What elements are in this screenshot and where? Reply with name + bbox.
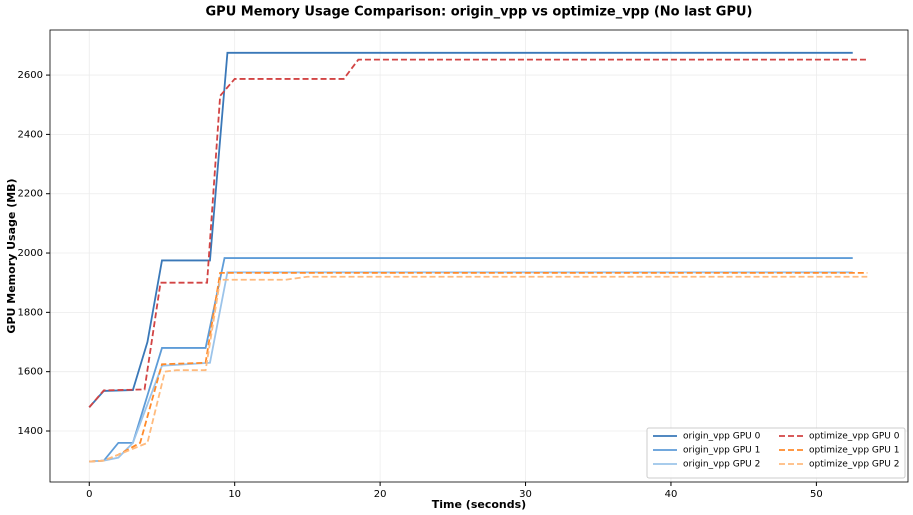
legend-label: optimize_vpp GPU 2	[809, 460, 899, 470]
legend: origin_vpp GPU 0 origin_vpp GPU 1 origin_v…	[646, 427, 906, 479]
data-line	[89, 271, 853, 463]
legend-label: optimize_vpp GPU 0	[809, 432, 900, 442]
x-tick-label: 30	[519, 489, 532, 500]
y-tick-label: 2200	[18, 189, 43, 200]
x-axis-label: Time (seconds)	[432, 498, 526, 511]
y-axis-label: GPU Memory Usage (MB)	[5, 178, 18, 333]
y-tick-label: 1800	[18, 307, 43, 318]
data-line	[89, 275, 868, 463]
data-line	[89, 272, 868, 463]
chart-title: GPU Memory Usage Comparison: origin_vpp …	[206, 5, 753, 20]
y-tick-label: 2600	[18, 70, 43, 81]
y-tick-label: 1400	[18, 426, 43, 437]
plot-frame	[49, 29, 909, 483]
y-tick-label: 2400	[18, 129, 43, 140]
legend-label: optimize_vpp GPU 1	[809, 446, 899, 456]
x-tick-label: 20	[374, 489, 387, 500]
x-tick-label: 40	[665, 489, 678, 500]
y-tick-label: 2000	[18, 248, 43, 259]
x-tick-label: 0	[86, 489, 92, 500]
data-line	[88, 58, 868, 408]
legend-label: origin_vpp GPU 2	[683, 460, 760, 470]
legend-box	[646, 427, 906, 479]
x-tick-label: 50	[810, 489, 823, 500]
y-tick-label: 1600	[18, 367, 43, 378]
legend-label: origin_vpp GPU 0	[683, 432, 761, 442]
data-line	[88, 51, 853, 408]
x-tick-label: 10	[228, 489, 241, 500]
legend-label: origin_vpp GPU 1	[683, 446, 760, 456]
